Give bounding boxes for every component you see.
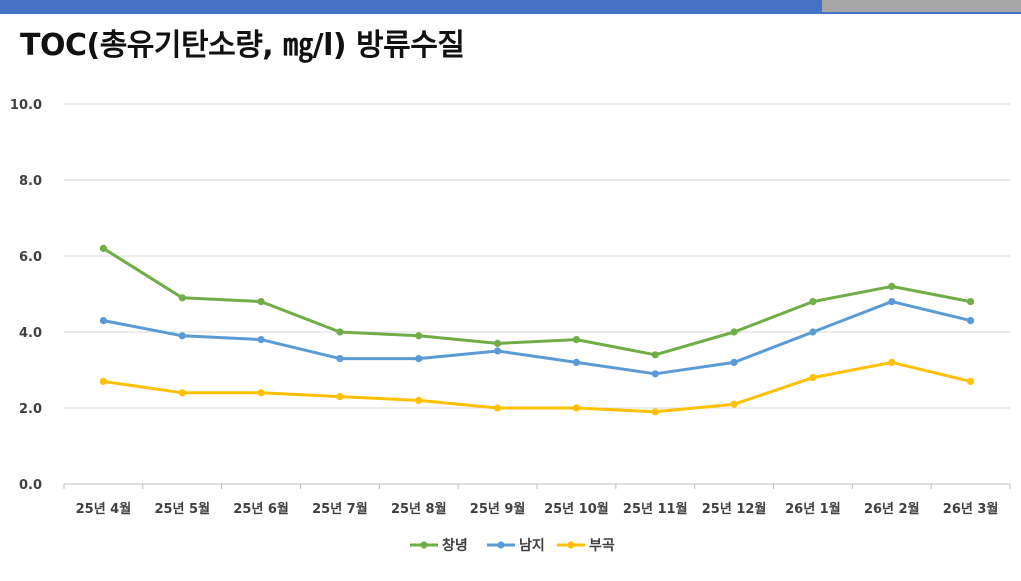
legend-swatch-marker <box>420 541 428 549</box>
x-tick-label: 25년 6월 <box>233 501 289 517</box>
x-tick-label: 25년 12월 <box>702 501 767 517</box>
x-tick-label: 25년 4월 <box>76 501 132 517</box>
grid-lines <box>63 103 1011 489</box>
data-point <box>888 282 896 290</box>
legend-label: 부곡 <box>589 538 615 554</box>
data-point <box>572 358 581 366</box>
legend-swatch-marker <box>497 541 505 549</box>
data-point <box>809 374 817 382</box>
legend-item: 부곡 <box>557 538 615 554</box>
data-point <box>809 328 817 336</box>
legend-item: 남지 <box>487 537 545 554</box>
x-tick-label: 26년 2월 <box>864 501 920 517</box>
series-1 <box>99 244 975 359</box>
data-point <box>493 404 502 412</box>
legend-swatch-marker <box>567 541 575 549</box>
data-point <box>493 339 502 347</box>
x-tick-label: 25년 11월 <box>623 501 688 517</box>
data-point <box>178 389 186 397</box>
data-point <box>572 336 581 344</box>
legend-label: 창녕 <box>442 537 468 554</box>
series-3 <box>99 358 975 416</box>
x-tick-label: 25년 5월 <box>154 501 210 517</box>
data-point <box>257 298 265 306</box>
data-point <box>336 328 344 336</box>
y-tick-label: 10.0 <box>10 98 42 113</box>
data-point <box>966 317 975 325</box>
data-point <box>257 336 265 344</box>
y-tick-label: 8.0 <box>19 174 42 189</box>
data-point <box>415 396 423 404</box>
data-point <box>966 298 975 306</box>
page-title: TOC(총유기탄소량, ㎎/l) 방류수질 <box>20 28 465 63</box>
data-point <box>336 355 344 363</box>
series-group <box>99 244 975 416</box>
data-point <box>572 404 581 412</box>
header-bar <box>0 0 1021 14</box>
data-point <box>730 400 738 408</box>
data-point <box>99 317 108 325</box>
y-tick-label: 2.0 <box>19 402 42 417</box>
data-point <box>178 332 186 340</box>
data-point <box>257 389 265 397</box>
data-point <box>888 358 896 366</box>
data-point <box>99 377 108 385</box>
x-tick-label: 26년 1월 <box>785 501 841 517</box>
series-line <box>101 246 973 357</box>
series-2 <box>99 298 975 378</box>
y-tick-label: 0.0 <box>19 478 42 493</box>
data-point <box>493 347 502 355</box>
data-point <box>415 332 423 340</box>
data-point <box>336 393 344 401</box>
data-point <box>730 328 738 336</box>
x-tick-label: 25년 10월 <box>544 501 609 517</box>
header-underline <box>0 12 1021 14</box>
data-point <box>730 358 738 366</box>
series-line <box>101 300 973 376</box>
series-line <box>101 360 973 414</box>
legend-item: 창녕 <box>410 537 468 554</box>
x-axis-ticks: 25년 4월 25년 5월 25년 6월 25년 7월 25년 8월 25년 9월 25년 … <box>76 501 999 517</box>
data-point <box>651 408 659 416</box>
x-tick-label: 25년 9월 <box>470 501 526 517</box>
x-tick-label: 25년 7월 <box>312 501 368 517</box>
data-point <box>415 355 423 363</box>
data-point <box>651 370 659 378</box>
header-bar-blue <box>0 0 822 12</box>
header-bar-gray <box>822 0 1021 12</box>
data-point <box>809 298 817 306</box>
x-tick-label: 26년 3월 <box>943 501 999 517</box>
legend: 창녕 남지 부곡 <box>410 537 615 554</box>
y-tick-label: 4.0 <box>19 326 42 341</box>
x-tick-label: 25년 8월 <box>391 501 447 517</box>
data-point <box>888 298 896 306</box>
data-point <box>651 351 659 359</box>
y-tick-label: 6.0 <box>19 250 42 265</box>
legend-label: 남지 <box>519 537 545 554</box>
data-point <box>99 244 108 252</box>
data-point <box>178 294 186 302</box>
data-point <box>966 377 975 385</box>
y-axis-ticks: 0.0 2.0 4.0 6.0 8.0 10.0 <box>10 98 42 493</box>
